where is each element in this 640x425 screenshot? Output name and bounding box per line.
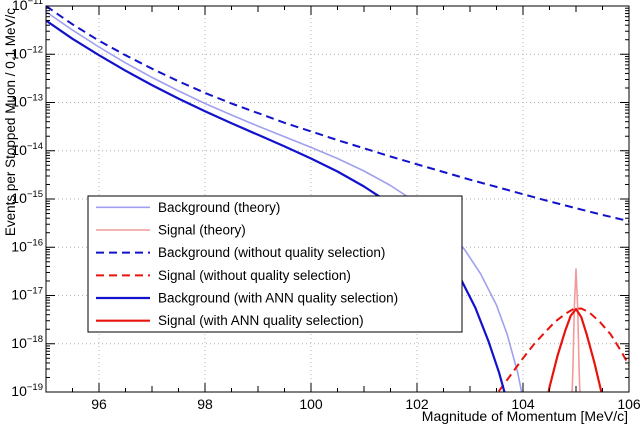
legend-label: Signal (theory)	[158, 223, 246, 238]
y-tick-label: 10−14	[11, 141, 43, 158]
x-tick-label: 96	[91, 396, 107, 412]
y-axis-title: Events per Stopped Muon / 0.1 MeV/c	[3, 8, 18, 236]
legend-box	[87, 195, 463, 333]
x-tick-label: 106	[617, 396, 640, 412]
legend-label: Background (without quality selection)	[158, 245, 385, 260]
legend-label: Background (with ANN quality selection)	[158, 291, 398, 306]
y-tick-label: 10−11	[12, 0, 43, 13]
legend-label: Signal (without quality selection)	[158, 268, 351, 283]
y-tick-label: 10−17	[11, 286, 43, 303]
y-tick-label: 10−18	[11, 334, 43, 351]
tick-labels: 96 98 100 102 104 106 10−19 10−18 10−17 10−16 10−1…	[11, 0, 640, 412]
series-line-3	[497, 307, 629, 392]
y-tick-label: 10−16	[11, 237, 43, 254]
y-tick-label: 10−15	[11, 189, 43, 206]
y-tick-label: 10−12	[11, 44, 43, 61]
x-tick-label: 100	[299, 396, 323, 412]
x-tick-label: 98	[197, 396, 213, 412]
curves	[46, 6, 629, 392]
legend-label: Background (theory)	[158, 200, 280, 215]
legend-label: Signal (with ANN quality selection)	[158, 313, 364, 328]
axes	[45, 5, 630, 393]
x-tick-label: 102	[405, 396, 429, 412]
x-tick-label: 104	[511, 396, 535, 412]
y-tick-label: 10−19	[11, 382, 43, 399]
series-line-5	[547, 307, 603, 392]
legend: Background (theory) Signal (theory) Backgr…	[87, 195, 463, 333]
series-line-2	[46, 6, 629, 223]
generated-plot-content: 96 98 100 102 104 106 10−19 10−18 10−17 10−16 10−1…	[11, 0, 640, 412]
series-line-0	[46, 11, 523, 392]
series-line-4	[46, 19, 506, 392]
y-tick-label: 10−13	[11, 93, 43, 110]
x-axis-title: Magnitude of Momentum [MeV/c]	[422, 408, 628, 424]
series-line-1	[571, 268, 581, 392]
